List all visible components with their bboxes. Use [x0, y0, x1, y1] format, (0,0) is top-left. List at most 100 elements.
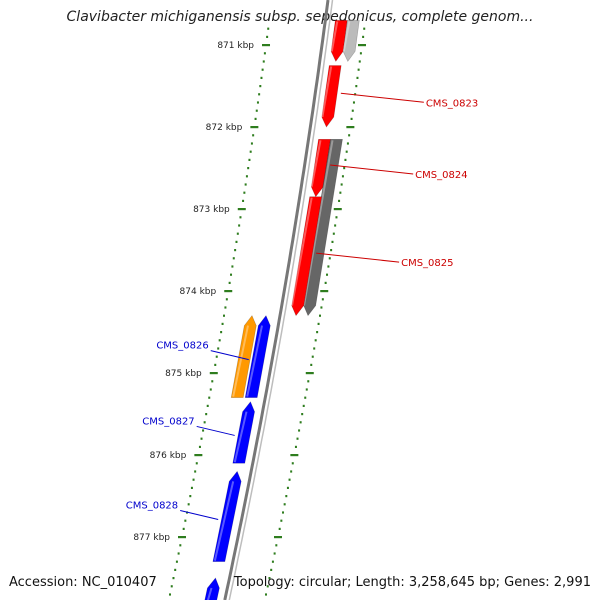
minor-tick	[356, 76, 359, 79]
gene-arrow[interactable]	[321, 65, 342, 128]
gene-label[interactable]: CMS_0828	[126, 501, 178, 512]
tick-label: 874 kbp	[180, 287, 217, 297]
major-tick	[290, 454, 299, 457]
tick-label: 875 kbp	[165, 369, 202, 379]
minor-tick	[170, 585, 173, 588]
minor-tick	[334, 224, 337, 227]
minor-tick	[189, 495, 192, 498]
gene-arrow[interactable]	[201, 577, 220, 600]
minor-tick	[326, 273, 329, 276]
minor-tick	[230, 273, 233, 276]
minor-tick	[263, 52, 266, 55]
gene-label[interactable]: CMS_0824	[415, 170, 467, 181]
gene-label[interactable]: CMS_0827	[142, 416, 194, 427]
minor-tick	[307, 380, 310, 383]
minor-tick	[313, 347, 316, 350]
gene-arrow-highlight	[342, 21, 351, 52]
minor-tick	[280, 519, 283, 522]
gene-arrow-highlight	[232, 325, 249, 397]
genome-summary-text: Topology: circular; Length: 3,258,645 bp…	[233, 575, 591, 590]
tick-label: 871 kbp	[217, 41, 254, 51]
minor-tick	[341, 175, 344, 178]
minor-tick	[192, 478, 195, 481]
minor-tick	[301, 413, 304, 416]
minor-tick	[331, 240, 334, 243]
gene-arrow[interactable]	[310, 139, 331, 198]
gene-arrow-highlight	[246, 325, 263, 397]
major-tick	[194, 454, 203, 457]
minor-tick	[206, 404, 209, 407]
gene-arrow[interactable]	[330, 20, 348, 62]
tick-label: 877 kbp	[133, 533, 170, 543]
minor-tick	[310, 363, 313, 366]
minor-tick	[266, 35, 269, 38]
backbone	[223, 0, 334, 600]
minor-tick	[358, 60, 361, 63]
gene-arrow-highlight	[330, 21, 339, 52]
minor-tick	[259, 85, 262, 88]
minor-tick	[355, 85, 358, 88]
gene-arrow[interactable]	[232, 401, 255, 464]
minor-tick	[268, 577, 271, 580]
gene-arrow-highlight	[233, 411, 248, 463]
minor-tick	[179, 544, 182, 547]
gene-label[interactable]: CMS_0823	[426, 98, 478, 109]
gene-label[interactable]: CMS_0826	[156, 341, 208, 352]
minor-tick	[278, 527, 281, 530]
minor-tick	[232, 257, 235, 260]
gene-arrow[interactable]	[342, 20, 360, 62]
minor-tick	[234, 249, 237, 252]
minor-tick	[205, 413, 208, 416]
map-title: Clavibacter michiganensis subsp. sepedon…	[66, 9, 534, 25]
minor-tick	[350, 117, 353, 120]
minor-tick	[244, 183, 247, 186]
minor-tick	[202, 429, 205, 432]
minor-tick	[296, 437, 299, 440]
gene-arrow[interactable]	[212, 470, 242, 562]
minor-tick	[327, 265, 330, 268]
minor-tick	[357, 68, 360, 71]
minor-tick	[238, 224, 241, 227]
gene-arrow[interactable]	[244, 315, 271, 398]
minor-tick	[248, 158, 251, 161]
minor-tick	[352, 101, 355, 104]
minor-tick	[335, 216, 338, 219]
minor-tick	[211, 380, 214, 383]
minor-tick	[198, 445, 201, 448]
minor-tick	[182, 527, 185, 530]
gene-arrow[interactable]	[230, 315, 257, 398]
minor-tick	[225, 298, 228, 301]
gene-arrow[interactable]	[291, 196, 323, 317]
minor-tick	[282, 511, 285, 514]
major-tick	[237, 208, 246, 211]
label-leader-line	[316, 252, 400, 263]
minor-tick	[200, 437, 203, 440]
minor-tick	[344, 158, 347, 161]
minor-tick	[187, 503, 190, 506]
minor-tick	[218, 339, 221, 342]
minor-tick	[168, 593, 171, 596]
minor-tick	[267, 27, 270, 30]
minor-tick	[177, 552, 180, 555]
minor-tick	[222, 314, 225, 317]
minor-tick	[172, 577, 175, 580]
minor-tick	[209, 388, 212, 391]
minor-tick	[242, 199, 245, 202]
minor-tick	[224, 306, 227, 309]
minor-tick	[328, 257, 331, 260]
minor-tick	[220, 331, 223, 334]
minor-tick	[345, 150, 348, 153]
minor-tick	[363, 27, 366, 30]
minor-tick	[285, 495, 288, 498]
minor-tick	[247, 167, 250, 170]
gene-label[interactable]: CMS_0825	[401, 258, 453, 269]
minor-tick	[348, 134, 351, 137]
minor-tick	[221, 322, 224, 325]
minor-tick	[338, 199, 341, 202]
major-tick	[358, 44, 367, 47]
minor-tick	[194, 470, 197, 473]
minor-tick	[258, 93, 261, 96]
minor-tick	[250, 142, 253, 145]
minor-tick	[299, 421, 302, 424]
